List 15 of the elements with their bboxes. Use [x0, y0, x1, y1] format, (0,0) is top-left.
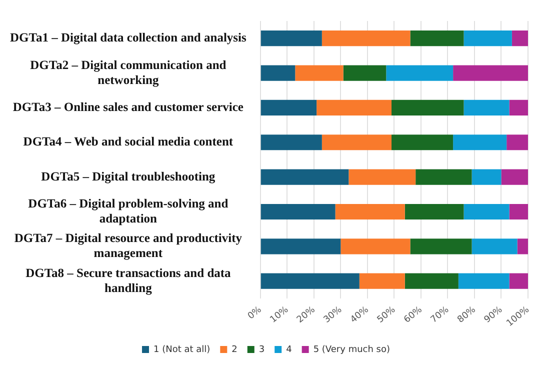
y-tick-label: DGTa8 – Secure transactions and data handling	[26, 266, 232, 295]
legend-label: 3	[258, 344, 265, 355]
x-tick-label: 40%	[348, 304, 372, 326]
y-tick-label: DGTa7 – Digital resource and productivity management	[14, 231, 243, 260]
y-tick-label: DGTa5 – Digital troubleshooting	[41, 169, 216, 184]
y-tick-label: DGTa2 – Digital communication and networking	[30, 58, 226, 87]
legend-label: 2	[232, 344, 238, 355]
y-tick-label: DGTa1 – Digital data collection and analysis	[10, 30, 247, 45]
legend-label: 4	[286, 344, 292, 355]
x-tick-label: 0%	[246, 304, 264, 322]
y-tick-label: DGTa3 – Online sales and customer service	[12, 100, 244, 114]
legend-label: 5 (Very much so)	[313, 344, 390, 355]
y-tick-label: DGTa6 – Digital problem-solving and adaptation	[28, 196, 228, 226]
y-tick-label: DGTa4 – Web and social media content	[23, 134, 234, 149]
legend-label: 1 (Not at all)	[153, 344, 210, 355]
